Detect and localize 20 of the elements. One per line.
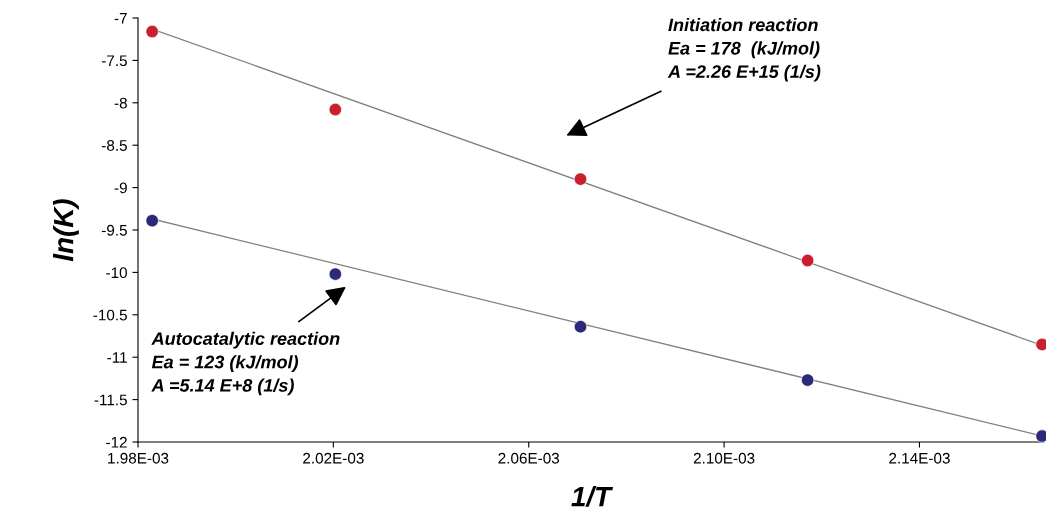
y-tick-label: -7.5 xyxy=(101,55,127,67)
y-tick-label: -10 xyxy=(106,267,127,279)
y-tick-label: -7 xyxy=(114,13,127,24)
y-tick-label: -11.5 xyxy=(94,394,127,406)
x-tick-label: 2.02E-03 xyxy=(303,452,364,464)
annotation: Autocatalytic reaction Ea = 123 (kJ/mol) A =5.14 E+8 (1/s) xyxy=(151,331,340,396)
y-tick-label: -9.5 xyxy=(101,224,127,236)
y-tick-label: -10.5 xyxy=(93,309,127,321)
x-tick-label: 2.14E-03 xyxy=(889,452,950,464)
x-tick-label: 2.06E-03 xyxy=(498,452,560,464)
x-axis-title: 1/T xyxy=(571,486,614,507)
y-tick-label: -12 xyxy=(106,436,127,448)
x-tick-label: 1.98E-03 xyxy=(108,452,169,464)
annotation: Initiation reaction Ea = 178 (kJ/mol) A =2.26 E+15 (1/s) xyxy=(667,18,821,82)
y-tick-label: -11 xyxy=(107,352,127,363)
y-tick-label: -8.5 xyxy=(101,140,127,151)
y-tick-label: -9 xyxy=(114,182,127,194)
y-tick-label: -8 xyxy=(114,97,127,109)
y-axis-title: ln(K) xyxy=(52,199,79,262)
x-tick-label: 2.10E-03 xyxy=(693,452,755,464)
